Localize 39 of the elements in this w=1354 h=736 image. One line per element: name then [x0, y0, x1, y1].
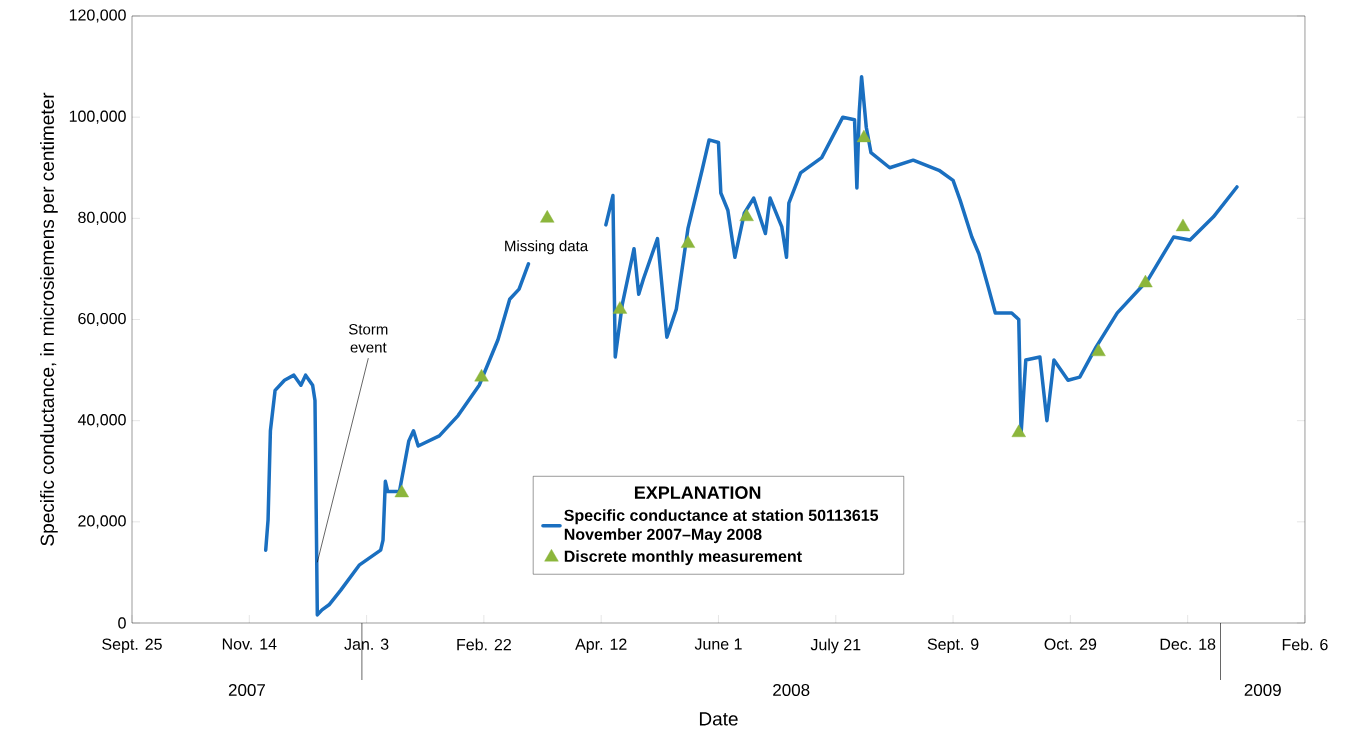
annotation: Missing data: [505, 240, 589, 255]
legend-label: Specific conductance at station 50113615 November 2007–May 2008: [564, 509, 879, 544]
y-tick-label: 60,000: [78, 312, 126, 327]
x-tick-label: Feb. 6: [1282, 638, 1328, 651]
text: 2008: [773, 683, 810, 697]
x-tick-label: June 1: [694, 638, 742, 650]
legend-title: EXPLANATION: [634, 486, 761, 500]
x-tick-label: Sept. 9: [927, 638, 979, 654]
y-tick-label: 40,000: [77, 414, 126, 428]
point: [612, 301, 628, 314]
point: [1091, 343, 1106, 357]
point: [1138, 274, 1153, 288]
y-tick-label: 20,000: [78, 515, 126, 529]
point: [394, 484, 409, 498]
x-tick-label: Sept. 25: [102, 638, 162, 654]
x-tick-label: Jan. 3: [344, 638, 389, 650]
y-tick-label: 120,000: [69, 9, 126, 23]
point: [680, 235, 696, 248]
point: [540, 210, 555, 223]
point: [1011, 424, 1026, 438]
legend-label: Discrete monthly measurement: [564, 550, 802, 566]
x-tick-label: Feb. 22: [457, 638, 511, 651]
point: [1175, 218, 1191, 232]
point: [474, 368, 489, 382]
y-tick-label: 100,000: [69, 110, 126, 124]
x-tick-label: Dec. 18: [1160, 638, 1216, 650]
text: 2009: [1244, 683, 1281, 697]
point: [739, 208, 754, 222]
annotation: Storm event: [349, 323, 388, 353]
x-tick-label: Apr. 12: [575, 638, 627, 654]
text: 2007: [228, 683, 265, 697]
x-tick-label: Oct. 29: [1044, 638, 1097, 650]
point: [856, 129, 872, 143]
y-tick-label: 0: [118, 617, 126, 629]
y-tick-label: 80,000: [78, 211, 126, 225]
x-axis-title: Date: [699, 712, 738, 726]
x-tick-label: July 21: [810, 638, 861, 654]
y-axis-title: Specific conductance, in microsiemens per centimeter: [40, 92, 58, 546]
x-tick-label: Nov. 14: [222, 638, 277, 650]
